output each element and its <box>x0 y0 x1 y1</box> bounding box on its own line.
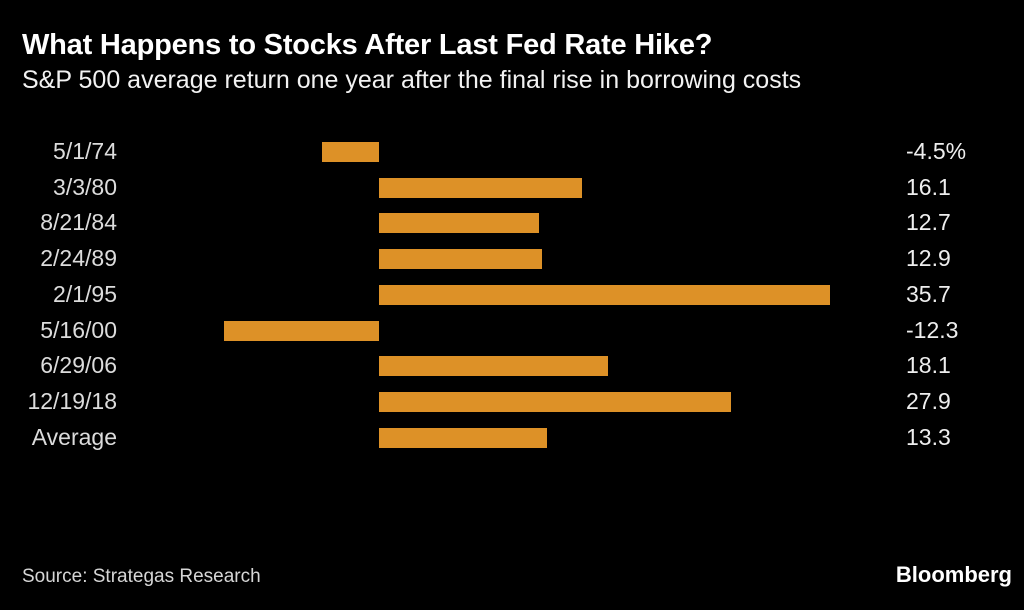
category-label: 5/16/00 <box>40 316 117 343</box>
chart-row: Average 13.3 <box>0 420 1024 456</box>
value-bar <box>379 177 583 198</box>
category-label: 2/1/95 <box>53 280 117 307</box>
value-label: -12.3 <box>906 316 959 343</box>
chart-title: What Happens to Stocks After Last Fed Ra… <box>22 29 713 61</box>
chart-row: 2/24/89 12.9 <box>0 241 1024 277</box>
value-bar <box>223 320 379 341</box>
chart-row: 5/16/00 -12.3 <box>0 313 1024 349</box>
source-note: Source: Strategas Research <box>22 566 261 587</box>
value-label: 13.3 <box>906 423 951 450</box>
value-bar <box>379 249 542 270</box>
value-label: 27.9 <box>906 387 951 414</box>
value-label: 18.1 <box>906 352 951 379</box>
bloomberg-logo: Bloomberg <box>895 562 1012 587</box>
value-bar <box>379 213 540 234</box>
value-bar <box>379 284 830 305</box>
value-bar <box>379 391 732 412</box>
chart-row: 5/1/74 -4.5% <box>0 134 1024 170</box>
category-label: Average <box>31 423 117 450</box>
chart-row: 6/29/06 18.1 <box>0 348 1024 384</box>
chart-row: 3/3/80 16.1 <box>0 170 1024 206</box>
chart-row: 2/1/95 35.7 <box>0 277 1024 313</box>
bar-chart: 5/1/74 -4.5% 3/3/80 16.1 8/21/84 12.7 2/24/89 1… <box>0 134 1024 456</box>
chart-row: 12/19/18 27.9 <box>0 384 1024 420</box>
value-label: 12.7 <box>906 209 951 236</box>
category-label: 5/1/74 <box>53 138 117 164</box>
category-label: 6/29/06 <box>40 352 117 379</box>
value-label: 35.7 <box>906 280 951 307</box>
chart-row: 8/21/84 12.7 <box>0 205 1024 241</box>
value-bar <box>379 356 608 377</box>
category-label: 3/3/80 <box>53 173 117 200</box>
value-label: -4.5% <box>906 138 967 164</box>
category-label: 8/21/84 <box>40 209 117 236</box>
category-label: 12/19/18 <box>27 387 117 414</box>
chart-subtitle: S&P 500 average return one year after th… <box>22 66 802 94</box>
value-bar <box>322 142 379 162</box>
value-label: 12.9 <box>906 245 951 272</box>
category-label: 2/24/89 <box>40 245 117 272</box>
value-bar <box>379 427 547 448</box>
value-label: 16.1 <box>906 173 951 200</box>
